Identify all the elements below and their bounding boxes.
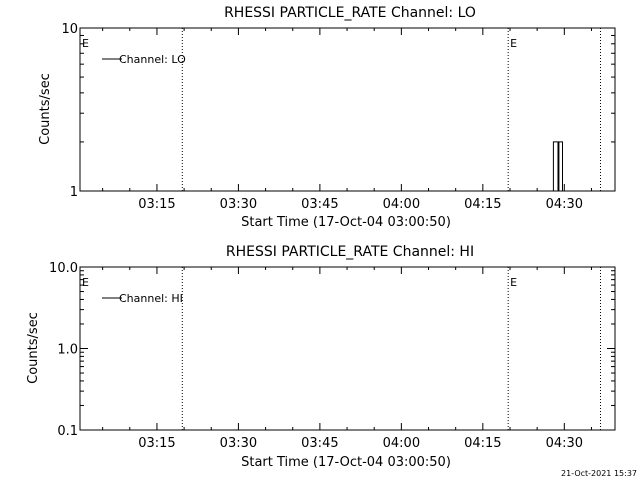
- chart-panel-lo: RHESSI PARTICLE_RATE Channel: LO Start T…: [38, 5, 616, 230]
- y-tick-label: 10.0: [49, 261, 78, 276]
- y-tick-label: 10: [61, 22, 78, 37]
- event-marker-e: E: [510, 276, 517, 289]
- x-tick-label: 03:45: [301, 436, 338, 451]
- series-line: [552, 141, 563, 192]
- x-tick-label: 04:15: [464, 197, 501, 212]
- y-axis-label: Counts/sec: [38, 73, 53, 145]
- x-tick-label: 03:30: [220, 436, 257, 451]
- y-tick-label: 0.1: [57, 424, 78, 439]
- event-marker-e: E: [82, 276, 89, 289]
- chart-title: RHESSI PARTICLE_RATE Channel: LO: [224, 5, 476, 21]
- x-axis-label: Start Time (17-Oct-04 03:00:50): [241, 455, 451, 470]
- chart-panel-hi: RHESSI PARTICLE_RATE Channel: HI Start T…: [26, 244, 616, 470]
- x-tick-label: 04:15: [464, 436, 501, 451]
- x-tick-label: 03:15: [138, 436, 175, 451]
- event-marker-e: E: [510, 37, 517, 50]
- y-tick-label: 1.0: [57, 343, 78, 358]
- y-tick-label: 1: [70, 185, 78, 200]
- legend-label: Channel: LO: [119, 53, 186, 66]
- x-tick-label: 03:15: [138, 197, 175, 212]
- x-tick-label: 04:30: [546, 197, 583, 212]
- x-axis-label: Start Time (17-Oct-04 03:00:50): [241, 215, 451, 230]
- x-tick-label: 04:00: [383, 436, 420, 451]
- chart-title: RHESSI PARTICLE_RATE Channel: HI: [226, 244, 474, 260]
- timestamp-footer: 21-Oct-2021 15:37: [561, 469, 637, 478]
- x-tick-label: 04:30: [546, 436, 583, 451]
- x-tick-label: 03:45: [301, 197, 338, 212]
- y-axis-label: Counts/sec: [26, 312, 41, 384]
- x-tick-label: 03:30: [220, 197, 257, 212]
- legend-label: Channel: HI: [119, 292, 183, 305]
- event-marker-e: E: [82, 37, 89, 50]
- x-tick-label: 04:00: [383, 197, 420, 212]
